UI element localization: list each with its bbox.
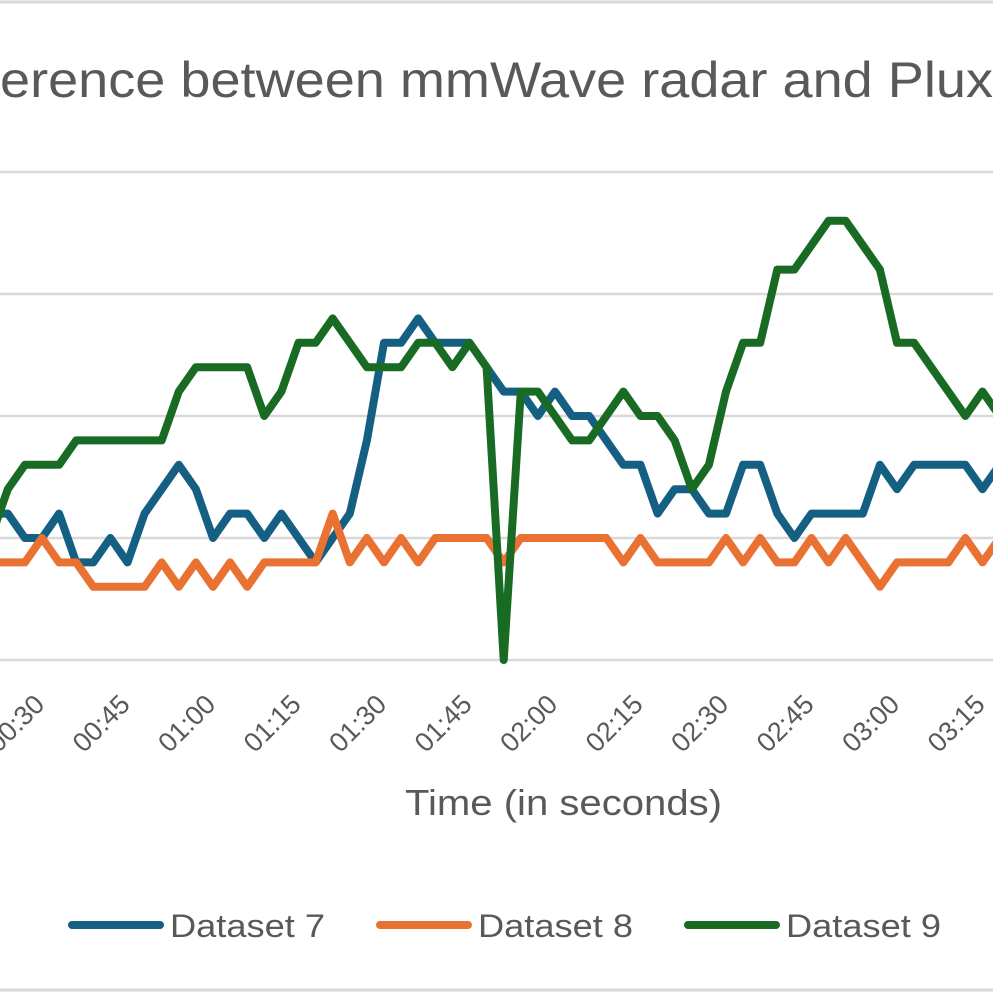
legend-item-dataset-8[interactable]: Dataset 8 <box>376 908 633 944</box>
x-axis-title: Time (in seconds) <box>405 782 722 823</box>
legend-item-dataset-9[interactable]: Dataset 9 <box>684 908 941 944</box>
series-line-dataset-9 <box>0 216 993 664</box>
series-lines <box>0 216 993 664</box>
legend-label: Dataset 8 <box>478 908 633 944</box>
legend: Dataset 7 Dataset 8 Dataset 9 <box>68 908 941 944</box>
series-line-dataset-7 <box>0 314 993 567</box>
legend-label: Dataset 9 <box>786 908 941 944</box>
legend-label: Dataset 7 <box>170 908 325 944</box>
chart-title: erence between mmWave radar and Plux <box>0 52 993 108</box>
legend-item-dataset-7[interactable]: Dataset 7 <box>68 908 325 944</box>
